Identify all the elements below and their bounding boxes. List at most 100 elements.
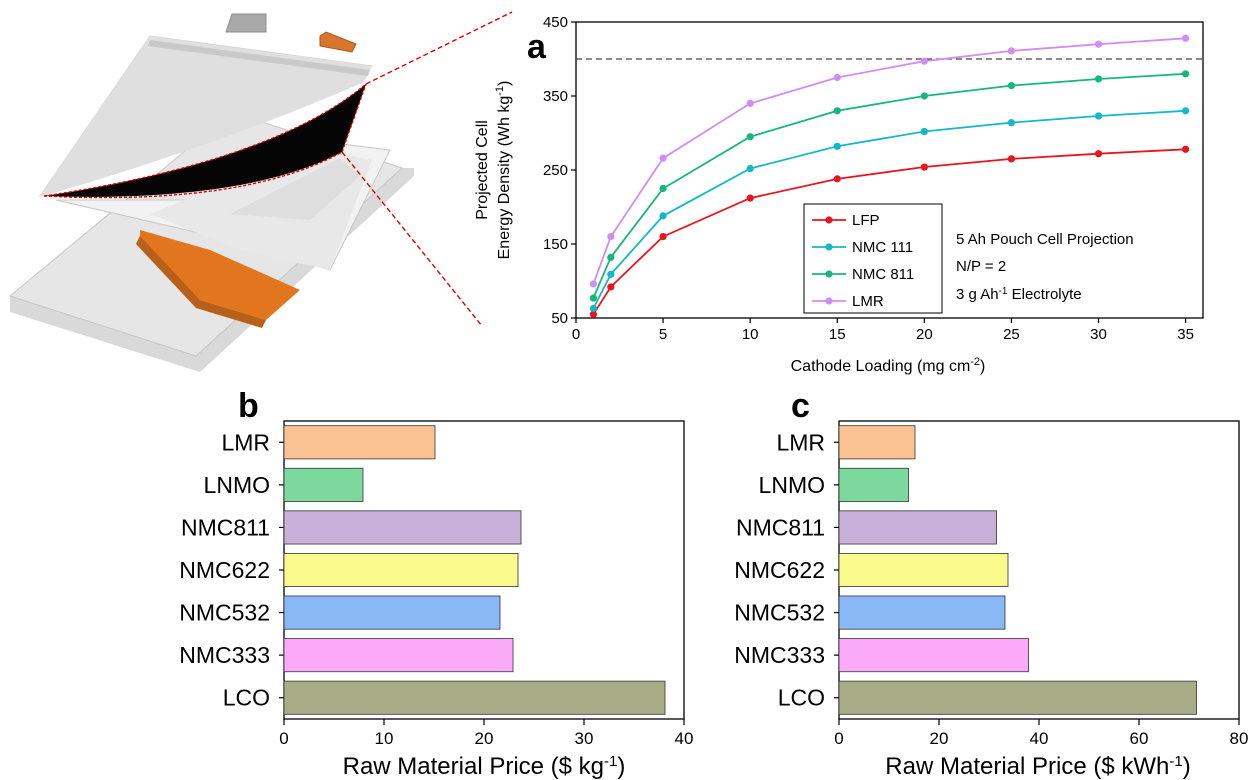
chart-c-xtick-label: 0 [834, 729, 843, 748]
chart-c-category-label: NMC532 [734, 600, 825, 626]
chart-a-xtick-label: 25 [1003, 326, 1020, 343]
chart-a-axes: 0 5 10 15 20 25 30 35 50 150 250 350 450 [543, 14, 1204, 343]
chart-a-ylabel-line2: Energy Density (Wh kg-1) [494, 81, 513, 260]
chart-a-xtick-label: 30 [1090, 326, 1107, 343]
chart-a-xtick-label: 15 [829, 326, 846, 343]
chart-a-ytick-label: 250 [543, 162, 568, 179]
legend-marker-nmc-111 [825, 243, 833, 251]
chart-b-bar-nmc811 [283, 510, 522, 545]
chart-b-bar-lnmo [283, 467, 364, 502]
legend-marker-lfp [825, 216, 833, 224]
chart-b-bars [283, 425, 666, 715]
point-nmc-111 [607, 270, 615, 278]
chart-b-axes: 0 10 20 30 40 LMR LNMO NMC811 NMC622 NMC532 NMC333… [179, 420, 694, 748]
chart-a-xtick-label: 20 [916, 326, 933, 343]
legend-marker-lmr [825, 297, 833, 305]
point-nmc-811 [920, 92, 928, 100]
panel-label-a: a [527, 28, 547, 66]
chart-c-category-label: LCO [778, 685, 825, 711]
chart-c-category-label: NMC622 [734, 557, 825, 583]
point-lfp [746, 194, 754, 202]
point-lmr [1007, 47, 1016, 55]
chart-b-bar-nmc622 [283, 552, 519, 588]
point-nmc-111 [833, 142, 841, 150]
point-lmr [833, 73, 841, 82]
point-nmc-811 [1181, 70, 1190, 78]
point-nmc-811 [1007, 82, 1016, 90]
chart-b-category-label: NMC622 [179, 557, 270, 583]
legend-marker-nmc-811 [825, 270, 833, 278]
point-lfp [920, 163, 928, 171]
point-nmc-111 [589, 304, 598, 312]
legend-label-lmr: LMR [852, 293, 884, 310]
panel-label-b: b [238, 387, 259, 425]
chart-b-bar-nmc333 [283, 638, 514, 673]
chart-a-ytick-label: 350 [543, 88, 568, 105]
point-lfp [1094, 150, 1103, 158]
chart-c-price-per-kwh: 0 20 40 60 80 LMR LNMO NMC811 NMC622 NMC532 NMC333… [734, 420, 1249, 780]
chart-b-xlabel: Raw Material Price ($ kg-1) [343, 753, 626, 780]
chart-c-axes: 0 20 40 60 80 LMR LNMO NMC811 NMC622 NMC532 NMC333… [734, 420, 1249, 748]
point-lmr [1094, 40, 1103, 48]
chart-a-xtick-label: 5 [659, 326, 667, 343]
point-lfp [607, 283, 615, 291]
chart-a-xtick-label: 10 [742, 326, 759, 343]
chart-a-ytick-label: 150 [543, 236, 568, 253]
chart-b-category-label: LNMO [204, 472, 270, 498]
point-lfp [1007, 155, 1016, 163]
point-nmc-111 [746, 164, 754, 173]
chart-c-bar-nmc622 [838, 552, 1009, 588]
point-lmr [920, 57, 928, 65]
chart-a-ytick-label: 450 [543, 14, 568, 31]
point-nmc-111 [659, 212, 667, 220]
chart-b-bar-nmc532 [283, 595, 501, 630]
chart-b-category-label: NMC532 [179, 600, 270, 626]
chart-a-xtick-label: 0 [572, 326, 580, 343]
chart-c-xtick-label: 80 [1230, 729, 1249, 748]
chart-b-xtick-label: 10 [375, 729, 394, 748]
point-lmr [746, 99, 754, 107]
point-lmr [607, 233, 615, 241]
point-nmc-811 [607, 253, 615, 261]
chart-c-category-label: NMC333 [734, 642, 825, 668]
chart-a-annotation-line1: 5 Ah Pouch Cell Projection [956, 231, 1134, 248]
panel-label-c: c [791, 387, 810, 425]
point-lfp [589, 310, 598, 318]
chart-a-legend: LFP NMC 111 NMC 811 LMR [803, 203, 943, 314]
chart-a-annotation-line3: 3 g Ah-1 Electrolyte [956, 286, 1082, 304]
chart-c-xtick-label: 20 [930, 729, 949, 748]
point-nmc-111 [1007, 119, 1016, 127]
chart-a-ylabel-line1: Projected Cell [474, 120, 491, 220]
pouch-cell-illustration [8, 11, 513, 372]
point-nmc-811 [746, 133, 754, 141]
point-lmr [659, 154, 667, 162]
chart-c-bar-nmc532 [838, 595, 1006, 630]
chart-c-xtick-label: 40 [1030, 729, 1049, 748]
chart-c-category-label: LNMO [759, 472, 825, 498]
point-nmc-111 [920, 127, 928, 136]
chart-a-xtick-label: 35 [1177, 326, 1194, 343]
chart-c-bar-lnmo [838, 467, 909, 502]
chart-c-bars [838, 425, 1197, 715]
chart-c-category-label: LMR [776, 429, 825, 455]
chart-c-bar-lmr [838, 425, 916, 460]
chart-c-xtick-label: 60 [1130, 729, 1149, 748]
point-nmc-811 [1094, 75, 1103, 83]
chart-b-xtick-label: 40 [675, 729, 694, 748]
point-nmc-811 [659, 184, 667, 193]
legend-label-lfp: LFP [852, 212, 880, 229]
chart-b-bar-lmr [283, 425, 436, 460]
chart-b-xtick-label: 30 [575, 729, 594, 748]
chart-b-xtick-label: 0 [279, 729, 288, 748]
chart-c-xlabel: Raw Material Price ($ kWh-1) [885, 753, 1190, 780]
chart-b-category-label: NMC811 [181, 514, 270, 540]
point-nmc-811 [833, 107, 841, 115]
point-nmc-111 [1094, 112, 1103, 120]
point-lfp [1181, 145, 1190, 153]
chart-b-category-label: LMR [221, 429, 270, 455]
chart-c-category-label: NMC811 [736, 514, 825, 540]
chart-b-bar-lco [283, 680, 666, 715]
point-lfp [659, 233, 667, 241]
legend-label-nmc-811: NMC 811 [852, 266, 914, 283]
